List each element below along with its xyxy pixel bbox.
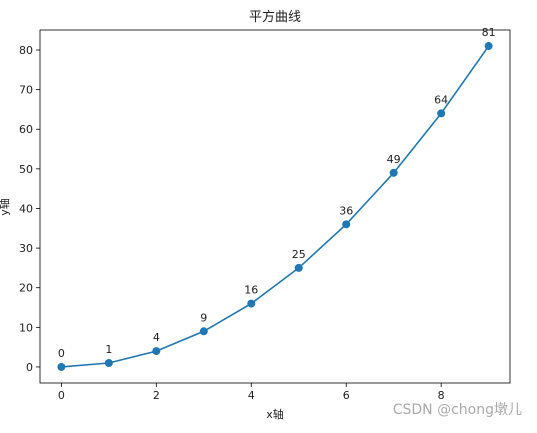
x-tick-label: 8 xyxy=(438,389,445,402)
data-label: 36 xyxy=(339,204,353,217)
data-label: 4 xyxy=(153,331,160,344)
point xyxy=(152,347,161,356)
y-tick-label: 10 xyxy=(19,321,33,334)
y-axis-label: y轴 xyxy=(0,198,11,216)
data-label: 1 xyxy=(105,343,112,356)
data-label: 81 xyxy=(482,26,496,39)
y-tick-label: 70 xyxy=(19,84,33,97)
y-tick-label: 40 xyxy=(19,202,33,215)
point xyxy=(247,299,256,308)
watermark: CSDN @chong墩儿 xyxy=(393,402,522,418)
point xyxy=(57,362,66,371)
line xyxy=(61,45,490,368)
data-label: 25 xyxy=(292,248,306,261)
x-tick-label: 0 xyxy=(58,389,65,402)
point xyxy=(104,358,113,367)
y-tick-label: 80 xyxy=(19,44,33,57)
y-tick-label: 50 xyxy=(19,163,33,176)
y-tick-label: 30 xyxy=(19,242,33,255)
y-tick-label: 60 xyxy=(19,123,33,136)
data-label: 49 xyxy=(387,153,401,166)
chart-title: 平方曲线 xyxy=(249,9,301,25)
data-label: 0 xyxy=(58,347,65,360)
point xyxy=(389,168,398,177)
point xyxy=(437,109,446,118)
y-tick-label: 20 xyxy=(19,282,33,295)
data-label: 9 xyxy=(200,311,207,324)
plot-frame xyxy=(39,29,511,384)
y-tick-label: 0 xyxy=(26,361,33,374)
data-label: 16 xyxy=(244,284,258,297)
x-tick-label: 6 xyxy=(343,389,350,402)
point xyxy=(342,220,351,229)
x-tick-label: 4 xyxy=(248,389,255,402)
point xyxy=(484,42,493,51)
x-tick-label: 2 xyxy=(153,389,160,402)
x-axis-label: x轴 xyxy=(266,407,284,421)
point xyxy=(199,327,208,336)
point xyxy=(294,263,303,272)
data-label: 64 xyxy=(434,93,448,106)
